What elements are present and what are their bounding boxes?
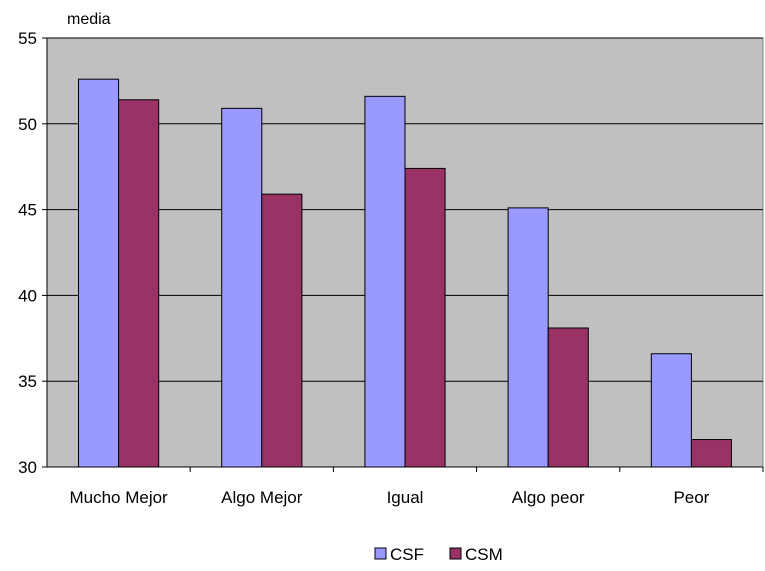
legend-label: CSM bbox=[465, 545, 503, 564]
bar bbox=[118, 99, 160, 468]
bar bbox=[690, 439, 732, 468]
bar bbox=[261, 193, 303, 468]
x-tick-label: Mucho Mejor bbox=[69, 488, 168, 507]
bar bbox=[650, 353, 692, 468]
bar bbox=[78, 78, 120, 468]
y-axis-label: media bbox=[67, 11, 111, 28]
y-tick-label: 30 bbox=[18, 458, 37, 477]
x-tick-label: Igual bbox=[387, 488, 424, 507]
x-tick-label: Algo Mejor bbox=[221, 488, 303, 507]
legend-swatch bbox=[374, 547, 387, 560]
axes bbox=[42, 37, 764, 472]
legend: CSF CSM bbox=[374, 545, 503, 564]
y-tick-label: 50 bbox=[18, 115, 37, 134]
bars bbox=[78, 78, 732, 468]
x-tick-label: Algo peor bbox=[512, 488, 585, 507]
bar bbox=[404, 167, 446, 468]
bar bbox=[364, 95, 406, 468]
axis-labels: 30 35 40 45 50 55 Mucho Mejor Algo Mejor Igual Al… bbox=[18, 29, 710, 507]
bar bbox=[221, 107, 263, 468]
x-tick-label: Peor bbox=[673, 488, 709, 507]
bar bbox=[507, 207, 549, 468]
y-tick-label: 40 bbox=[18, 286, 37, 305]
bar bbox=[547, 327, 589, 468]
y-tick-label: 45 bbox=[18, 201, 37, 220]
y-tick-label: 35 bbox=[18, 372, 37, 391]
legend-swatch bbox=[449, 547, 462, 560]
y-tick-label: 55 bbox=[18, 29, 37, 48]
legend-label: CSF bbox=[390, 545, 424, 564]
